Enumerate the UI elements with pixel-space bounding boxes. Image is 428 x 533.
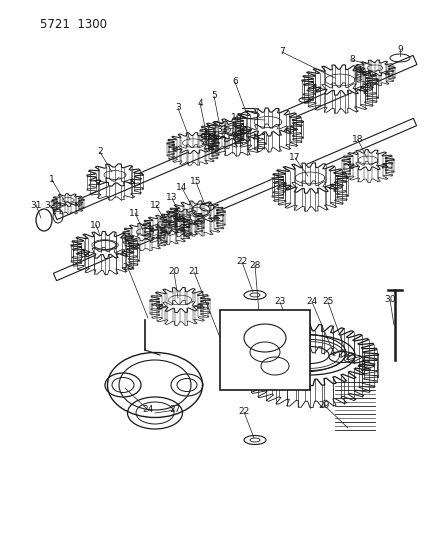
Polygon shape [52,193,84,206]
Polygon shape [242,325,378,385]
Text: 24: 24 [143,406,154,415]
Polygon shape [150,287,210,312]
Polygon shape [355,60,395,76]
Text: 18: 18 [352,135,364,144]
Bar [220,310,310,390]
Text: 22: 22 [236,257,248,266]
Polygon shape [167,133,219,154]
Polygon shape [123,223,167,241]
Text: 6: 6 [232,77,238,86]
Text: 21: 21 [268,316,279,325]
Text: 24: 24 [306,297,318,306]
Text: 4: 4 [197,99,203,108]
Text: 26: 26 [122,263,134,272]
Polygon shape [272,163,348,193]
Text: 11: 11 [129,208,141,217]
Text: 17: 17 [289,154,301,163]
Text: 21: 21 [188,268,200,277]
Polygon shape [342,150,394,171]
Polygon shape [160,209,204,227]
Polygon shape [200,121,244,139]
Text: 9: 9 [397,45,403,54]
Polygon shape [206,118,266,142]
Text: 20: 20 [168,268,180,277]
Text: 29: 29 [318,400,330,409]
Text: 7: 7 [279,47,285,56]
Text: 2: 2 [97,148,103,157]
Text: 15: 15 [190,177,202,187]
Polygon shape [143,214,191,233]
Text: 25: 25 [322,297,334,306]
Text: 22: 22 [238,408,250,416]
Text: 10: 10 [90,221,102,230]
Text: 1: 1 [49,175,55,184]
Polygon shape [302,65,378,95]
Text: 27: 27 [169,406,181,415]
Text: 23: 23 [274,297,285,306]
Text: 13: 13 [166,193,178,203]
Text: 31: 31 [30,200,42,209]
Text: 12: 12 [150,200,162,209]
Text: 28: 28 [250,261,261,270]
Text: 5721  1300: 5721 1300 [40,18,107,31]
Text: 30: 30 [384,295,396,304]
Polygon shape [169,201,225,223]
Text: 33: 33 [216,125,228,134]
Text: 8: 8 [349,55,355,64]
Text: 16: 16 [231,114,243,123]
Polygon shape [87,164,143,186]
Polygon shape [54,118,416,281]
Polygon shape [233,108,303,136]
Text: 14: 14 [176,183,188,192]
Text: 5: 5 [211,92,217,101]
Polygon shape [53,55,417,220]
Text: 32: 32 [45,200,56,209]
Polygon shape [71,231,139,259]
Text: 3: 3 [175,103,181,112]
